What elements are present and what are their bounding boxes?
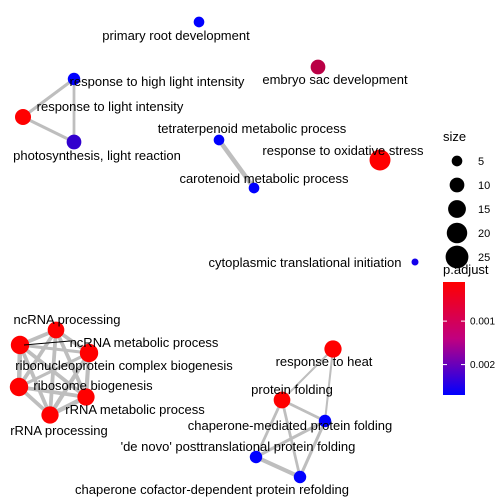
edge-ncrna-metabolic-process--ribonucleoprotein-complex-biogenesis xyxy=(18,343,91,355)
node-label-response-to-oxidative-stress: response to oxidative stress xyxy=(262,143,424,158)
edge-protein-folding--de-novo-posttranslational-protein-folding xyxy=(254,398,284,459)
node-rrna-metabolic-process xyxy=(77,388,95,406)
labels-layer: primary root development embryo sac devel… xyxy=(10,28,424,497)
p-adjust-legend-title: p.adjust xyxy=(443,262,489,277)
node-label-cytoplasmic-translational-initiation: cytoplasmic translational initiation xyxy=(209,255,402,270)
size-legend-label-25: 25 xyxy=(478,252,490,264)
node-ncrna-metabolic-process xyxy=(79,343,99,363)
node-label-response-to-heat: response to heat xyxy=(276,354,373,369)
node-tetraterpenoid-metabolic-process xyxy=(213,134,225,146)
node-carotenoid-metabolic-process xyxy=(248,182,260,194)
size-legend-label-10: 10 xyxy=(478,180,490,192)
node-embryo-sac-development xyxy=(310,59,326,75)
edge-ncrna-processing--rrna-metabolic-process xyxy=(54,328,88,399)
label-leader-line xyxy=(23,340,71,346)
node-ncrna-processing xyxy=(47,321,65,339)
node-label-ribosome-biogenesis: ribosome biogenesis xyxy=(33,378,153,393)
node-label-tetraterpenoid-metabolic-process: tetraterpenoid metabolic process xyxy=(158,121,347,136)
nodes-layer xyxy=(9,16,419,484)
size-legend-key-10 xyxy=(449,177,465,193)
size-legend: size 5 10 15 20 25 xyxy=(443,129,490,269)
edge-response-to-high-light-intensity--response-to-light-intensity xyxy=(21,77,76,119)
node-label-de-novo-posttranslational-protein-folding: 'de novo' posttranslational protein fold… xyxy=(121,439,356,454)
node-chaperone-cofactor-dependent-protein-refolding xyxy=(293,470,307,484)
edge-chaperone-mediated-protein-folding--chaperone-cofactor-dependent-protein-refolding xyxy=(298,419,327,479)
node-response-to-high-light-intensity xyxy=(67,72,81,86)
edge-tetraterpenoid-metabolic-process--carotenoid-metabolic-process xyxy=(216,137,257,191)
size-legend-label-5: 5 xyxy=(478,156,484,168)
size-legend-label-20: 20 xyxy=(478,228,490,240)
node-label-chaperone-mediated-protein-folding: chaperone-mediated protein folding xyxy=(188,418,393,433)
node-response-to-heat xyxy=(324,340,342,358)
node-rrna-processing xyxy=(41,406,59,424)
node-label-protein-folding: protein folding xyxy=(251,382,333,397)
size-legend-title: size xyxy=(443,129,466,144)
node-label-ncrna-metabolic-process: ncRNA metabolic process xyxy=(70,335,219,350)
node-label-rrna-metabolic-process: rRNA metabolic process xyxy=(65,402,205,417)
p-adjust-colorbar xyxy=(443,282,465,395)
node-label-chaperone-cofactor-dependent-protein-refolding: chaperone cofactor-dependent protein ref… xyxy=(75,482,349,497)
node-ribonucleoprotein-complex-biogenesis xyxy=(10,335,30,355)
node-label-primary-root-development: primary root development xyxy=(102,28,250,43)
edge-de-novo-posttranslational-protein-folding--chaperone-cofactor-dependent-protein-refolding xyxy=(253,454,303,480)
size-legend-key-15 xyxy=(448,200,466,218)
node-ribosome-biogenesis xyxy=(9,377,29,397)
node-label-photosynthesis-light-reaction: photosynthesis, light reaction xyxy=(13,148,181,163)
edge-ribonucleoprotein-complex-biogenesis--rrna-metabolic-process xyxy=(18,343,88,399)
edge-response-to-light-intensity--photosynthesis-light-reaction xyxy=(21,115,76,144)
node-de-novo-posttranslational-protein-folding xyxy=(249,450,263,464)
size-legend-key-5 xyxy=(451,155,463,167)
node-label-carotenoid-metabolic-process: carotenoid metabolic process xyxy=(179,171,349,186)
node-label-response-to-high-light-intensity: response to high light intensity xyxy=(70,74,245,89)
size-legend-key-20 xyxy=(446,222,468,244)
edge-response-to-heat--chaperone-mediated-protein-folding xyxy=(323,347,335,423)
node-response-to-light-intensity xyxy=(14,108,32,126)
size-legend-label-15: 15 xyxy=(478,204,490,216)
size-legend-key-25 xyxy=(445,245,469,269)
p-adjust-tick-label-0: 0.001 xyxy=(470,317,495,328)
edge-chaperone-mediated-protein-folding--de-novo-posttranslational-protein-folding xyxy=(254,419,327,459)
node-label-ncrna-processing: ncRNA processing xyxy=(14,312,121,327)
node-protein-folding xyxy=(273,391,291,409)
p-adjust-legend: p.adjust 0.001 0.002 xyxy=(443,262,495,395)
node-photosynthesis-light-reaction xyxy=(66,134,82,150)
node-response-to-oxidative-stress xyxy=(369,149,391,171)
node-label-ribonucleoprotein-complex-biogenesis: ribonucleoprotein complex biogenesis xyxy=(15,358,233,373)
node-label-embryo-sac-development: embryo sac development xyxy=(262,72,408,87)
edge-ribosome-biogenesis--rrna-metabolic-process xyxy=(17,385,88,399)
node-primary-root-development xyxy=(193,16,205,28)
p-adjust-tick-label-1: 0.002 xyxy=(470,360,495,371)
node-label-rrna-processing: rRNA processing xyxy=(10,423,108,438)
node-cytoplasmic-translational-initiation xyxy=(411,258,419,266)
edge-response-to-heat--protein-folding xyxy=(280,347,335,402)
node-label-response-to-light-intensity: response to light intensity xyxy=(37,99,184,114)
edge-ribonucleoprotein-complex-biogenesis--rrna-processing xyxy=(18,343,52,417)
node-chaperone-mediated-protein-folding xyxy=(318,414,332,428)
